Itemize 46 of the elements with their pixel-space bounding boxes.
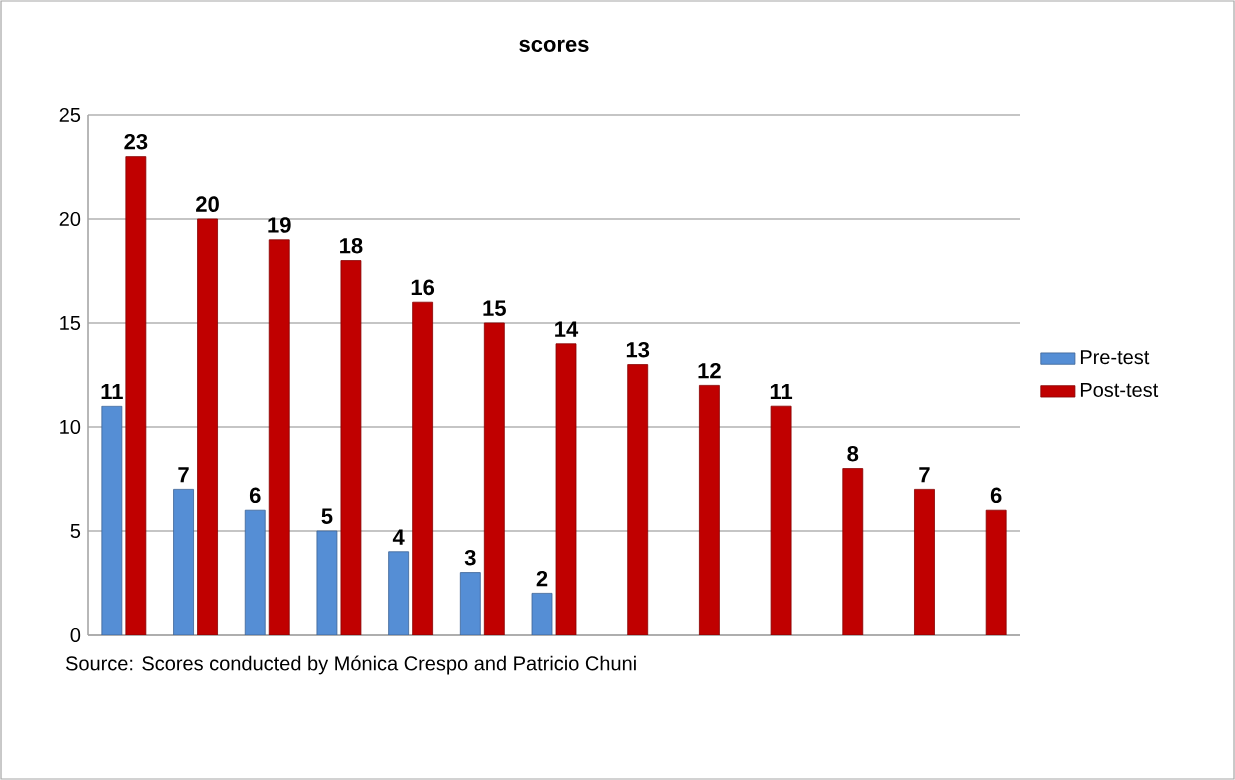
data-label: 12 [698, 362, 721, 379]
bar [627, 364, 649, 635]
bar [555, 343, 577, 635]
y-tick-label: 0 [70, 627, 81, 643]
data-label: 23 [124, 133, 148, 150]
data-label: 19 [268, 217, 291, 233]
data-label: 14 [555, 321, 579, 337]
bar [197, 218, 218, 635]
bar [412, 301, 434, 635]
y-tick-label: 20 [59, 211, 81, 227]
bar [268, 239, 290, 635]
bar [985, 509, 1007, 635]
data-label: 11 [101, 384, 123, 400]
data-label: 5 [321, 508, 333, 524]
data-label: 8 [847, 445, 859, 462]
data-label: 13 [626, 341, 650, 358]
chart-title: scores [519, 39, 589, 52]
data-label: 20 [196, 196, 219, 212]
data-label: 7 [919, 467, 930, 483]
legend-label: Pre-test [1080, 350, 1150, 365]
bar [388, 551, 410, 635]
bar [483, 322, 505, 635]
data-label: 6 [990, 487, 1002, 504]
bar [340, 260, 362, 635]
bar [842, 468, 864, 635]
data-label: 16 [411, 279, 435, 296]
data-label: 11 [770, 384, 793, 400]
bar [914, 488, 935, 635]
data-label: 15 [483, 300, 506, 316]
y-tick-label: 5 [70, 524, 81, 538]
data-label: 18 [340, 237, 363, 254]
data-label: 2 [536, 570, 548, 587]
source-note: Source: Scores conducted by Mónica Crespo and Patricio Chuni [65, 655, 636, 675]
data-label: 4 [392, 529, 405, 545]
data-label: 3 [464, 549, 476, 566]
data-label: 6 [249, 487, 261, 504]
bar [699, 384, 720, 635]
data-label: 7 [178, 467, 189, 483]
bar [125, 156, 147, 635]
legend-label: Post-test [1080, 382, 1159, 397]
y-tick-label: 25 [59, 107, 81, 123]
bar [173, 488, 194, 635]
bar [459, 572, 481, 635]
bar [244, 509, 266, 635]
y-tick-label: 10 [60, 419, 81, 435]
y-tick-label: 15 [60, 316, 81, 330]
